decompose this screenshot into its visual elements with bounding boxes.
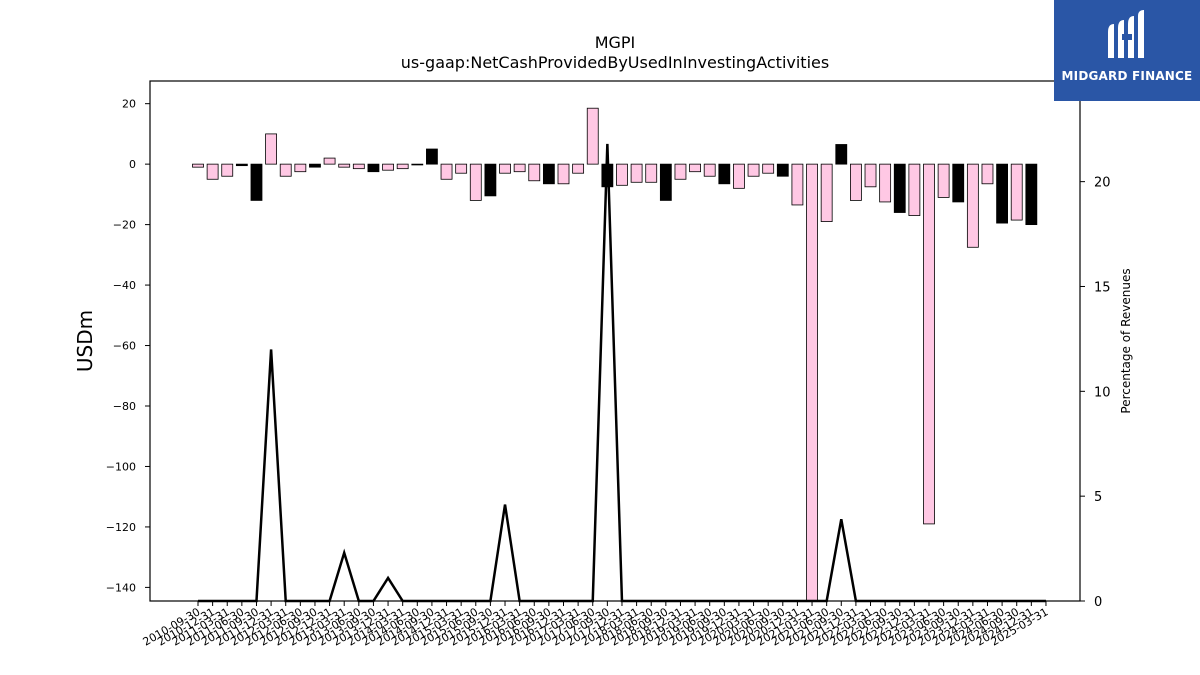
bar: [776, 163, 789, 177]
bar: [893, 163, 906, 213]
bar: [469, 163, 482, 201]
y-tick-label: −140: [106, 581, 136, 594]
bar: [966, 163, 979, 248]
bar: [221, 163, 234, 177]
bar: [937, 163, 950, 198]
bar: [718, 163, 731, 185]
y-axis-label: USDm: [73, 310, 97, 372]
bar: [908, 163, 921, 216]
bar: [791, 163, 804, 206]
x-axis: 2010-09-302010-12-312011-03-312011-06-30…: [141, 601, 1050, 649]
bar: [382, 163, 394, 171]
y-tick-label: −80: [113, 400, 136, 413]
bar: [952, 163, 965, 203]
bar: [762, 163, 775, 174]
bar: [659, 163, 672, 201]
bar: [265, 133, 278, 165]
bar: [733, 163, 745, 189]
bar: [996, 163, 1008, 224]
bar: [747, 163, 760, 177]
bar: [1010, 163, 1023, 221]
bar: [250, 163, 263, 201]
bar: [542, 163, 555, 185]
bar: [323, 157, 336, 165]
bar: [426, 148, 438, 165]
chart-subtitle: us-gaap:NetCashProvidedByUsedInInvesting…: [400, 53, 830, 72]
bar: [192, 163, 204, 168]
y2-tick-label: 20: [1094, 176, 1111, 191]
chart-title: MGPI: [594, 33, 636, 52]
y2-axis-label: Percentage of Revenues: [1119, 268, 1133, 413]
y2-tick-label: 10: [1094, 385, 1111, 400]
bar: [630, 163, 643, 183]
bar: [484, 163, 497, 197]
bar: [499, 163, 511, 174]
bar: [923, 163, 935, 525]
y-tick-label: −40: [113, 279, 136, 292]
bar: [367, 163, 380, 173]
bar: [879, 163, 892, 203]
y-axis-left: 20 0 −20 −40 −60 −80 −100 −120 −140: [106, 98, 150, 594]
midgard-finance-logo: MIDGARD FINANCE: [1054, 0, 1200, 101]
y2-tick-label: 15: [1094, 280, 1111, 295]
bar: [235, 163, 248, 167]
bar: [513, 163, 526, 173]
bar: [411, 163, 424, 166]
y-axis-right: 0 5 10 15 20: [1080, 176, 1111, 610]
bar: [689, 163, 701, 173]
bar: [864, 163, 877, 188]
bar: [352, 163, 365, 170]
bar: [616, 163, 628, 186]
logo-text: MIDGARD FINANCE: [1061, 69, 1193, 83]
bar: [1025, 163, 1038, 226]
bar: [572, 163, 585, 174]
bar: [206, 163, 219, 180]
bar: [279, 163, 292, 177]
bars-layer: [192, 107, 1038, 602]
bar: [835, 144, 848, 165]
y-tick-label: −60: [113, 340, 136, 353]
y-tick-label: 0: [129, 158, 136, 171]
y-tick-label: 20: [122, 98, 136, 111]
bar: [396, 163, 409, 170]
bar: [703, 163, 716, 177]
bar: [806, 163, 818, 602]
bar: [645, 163, 658, 183]
plot-frame: [149, 80, 1081, 602]
bar: [338, 163, 351, 168]
bar: [586, 107, 599, 165]
bar: [557, 163, 570, 185]
bar: [820, 163, 833, 222]
y-tick-label: −120: [106, 521, 136, 534]
bar: [981, 163, 994, 185]
bar: [850, 163, 862, 201]
bar: [528, 163, 541, 182]
bar: [309, 163, 321, 168]
bar: [294, 163, 307, 173]
midgard-logo-icon: [1108, 10, 1144, 58]
bar: [440, 163, 453, 180]
y2-tick-label: 5: [1094, 490, 1102, 505]
y-tick-label: −20: [113, 219, 136, 232]
y-tick-label: −100: [106, 460, 136, 473]
y2-tick-label: 0: [1094, 595, 1102, 610]
bar: [674, 163, 687, 180]
bar: [455, 163, 468, 174]
